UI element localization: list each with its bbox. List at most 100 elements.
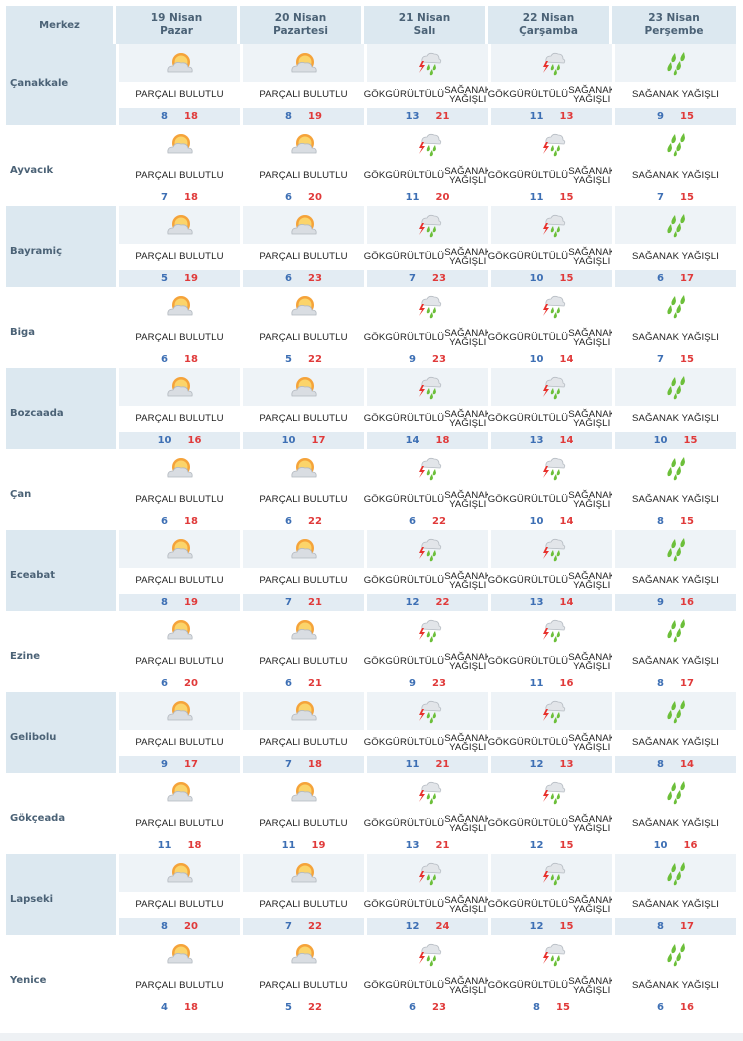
temp-max: 19 — [311, 840, 326, 851]
temp-min: 10 — [653, 435, 668, 446]
sun-behind-cloud-icon — [119, 692, 240, 730]
sun-behind-cloud-icon — [119, 206, 240, 244]
city-name: Eceabat — [6, 530, 116, 611]
condition-line: GÖKGÜRÜLTÜLÜ — [363, 170, 445, 182]
day-date: 21 Nisan — [398, 12, 451, 24]
temp-max: 18 — [187, 840, 202, 851]
condition-text: PARÇALI BULUTLU — [119, 244, 240, 270]
condition-text: GÖKGÜRÜLTÜLÜ SAĞANAK YAĞIŞLI — [363, 649, 491, 675]
day-date: 23 Nisan — [648, 12, 700, 24]
condition-text: SAĞANAK YAĞIŞLI — [615, 973, 736, 999]
temp-min: 9 — [161, 759, 169, 770]
temperature-range: 7 15 — [615, 351, 736, 368]
condition-line: GÖKGÜRÜLTÜLÜ — [363, 251, 445, 263]
temperature-range: 10 17 — [243, 432, 364, 449]
sun-behind-cloud-icon — [119, 449, 240, 487]
rain-drops-icon — [615, 530, 736, 568]
merkez-label: Merkez — [39, 19, 80, 31]
condition-line: PARÇALI BULUTLU — [259, 251, 348, 263]
condition-text: PARÇALI BULUTLU — [243, 82, 364, 108]
table-row: Gökçeada PARÇALI BULUTLU 11 18 PARÇALI BUL… — [6, 773, 737, 854]
temp-min: 8 — [657, 759, 665, 770]
temp-min: 5 — [285, 1002, 293, 1013]
sun-behind-cloud-icon — [119, 287, 240, 325]
temp-min: 10 — [281, 435, 296, 446]
temp-max: 14 — [559, 597, 574, 608]
forecast-cell: GÖKGÜRÜLTÜLÜ SAĞANAK YAĞIŞLI 11 13 — [487, 44, 615, 125]
temp-max: 23 — [432, 678, 446, 689]
condition-line: PARÇALI BULUTLU — [259, 413, 348, 425]
temperature-range: 8 15 — [615, 513, 736, 530]
condition-line: SAĞANAK YAĞIŞLI — [444, 84, 492, 105]
temp-max: 13 — [559, 759, 574, 770]
thunder-rain-icon — [491, 287, 612, 325]
temp-min: 11 — [405, 759, 420, 770]
temperature-range: 6 23 — [243, 270, 364, 287]
temp-max: 14 — [680, 759, 694, 770]
temperature-range: 8 14 — [615, 756, 736, 773]
condition-line: GÖKGÜRÜLTÜLÜ — [487, 980, 569, 992]
temp-max: 20 — [184, 921, 198, 932]
temperature-range: 6 18 — [119, 513, 240, 530]
condition-text: GÖKGÜRÜLTÜLÜ SAĞANAK YAĞIŞLI — [488, 649, 615, 675]
condition-line: PARÇALI BULUTLU — [135, 332, 224, 344]
temp-min: 7 — [285, 597, 293, 608]
condition-text: GÖKGÜRÜLTÜLÜ SAĞANAK YAĞIŞLI — [364, 406, 491, 432]
day-weekday: Pazar — [160, 25, 193, 37]
condition-line: PARÇALI BULUTLU — [259, 170, 348, 182]
temperature-range: 11 21 — [367, 756, 488, 773]
temperature-range: 14 18 — [367, 432, 488, 449]
temperature-range: 6 20 — [243, 189, 364, 206]
temp-max: 14 — [559, 516, 574, 527]
temp-max: 15 — [680, 516, 694, 527]
forecast-cell: PARÇALI BULUTLU 6 20 — [116, 611, 240, 692]
day-header: 21 Nisan Salı — [364, 6, 488, 44]
forecast-cell: PARÇALI BULUTLU 6 18 — [116, 287, 240, 368]
thunder-rain-icon — [491, 368, 612, 406]
temp-min: 14 — [405, 435, 420, 446]
temperature-range: 12 15 — [491, 918, 612, 935]
condition-text: SAĞANAK YAĞIŞLI — [615, 406, 736, 432]
condition-text: GÖKGÜRÜLTÜLÜ SAĞANAK YAĞIŞLI — [364, 892, 491, 918]
thunder-rain-icon — [367, 44, 488, 82]
temperature-range: 11 18 — [119, 837, 240, 854]
thunder-rain-icon — [367, 935, 488, 973]
temperature-range: 8 20 — [119, 918, 240, 935]
thunder-rain-icon — [491, 530, 612, 568]
condition-line: GÖKGÜRÜLTÜLÜ — [363, 656, 445, 668]
temp-max: 22 — [432, 516, 446, 527]
forecast-cell: PARÇALI BULUTLU 8 19 — [240, 44, 364, 125]
condition-line: PARÇALI BULUTLU — [135, 494, 224, 506]
temp-min: 9 — [657, 597, 665, 608]
temp-min: 9 — [409, 354, 417, 365]
rain-drops-icon — [615, 44, 736, 82]
thunder-rain-icon — [367, 773, 488, 811]
forecast-cell: PARÇALI BULUTLU 7 18 — [240, 692, 364, 773]
temp-min: 13 — [529, 597, 544, 608]
temp-min: 12 — [529, 840, 544, 851]
sun-behind-cloud-icon — [243, 935, 364, 973]
forecast-cell: GÖKGÜRÜLTÜLÜ SAĞANAK YAĞIŞLI 13 14 — [488, 530, 615, 611]
condition-line: SAĞANAK YAĞIŞLI — [444, 165, 492, 186]
temp-max: 20 — [308, 192, 322, 203]
day-date: 22 Nisan — [522, 12, 575, 24]
temp-max: 23 — [308, 273, 322, 284]
condition-line: GÖKGÜRÜLTÜLÜ — [487, 899, 569, 911]
condition-text: PARÇALI BULUTLU — [119, 163, 240, 189]
city-name: Gökçeada — [10, 813, 66, 824]
condition-text: PARÇALI BULUTLU — [243, 487, 364, 513]
forecast-cell: GÖKGÜRÜLTÜLÜ SAĞANAK YAĞIŞLI 11 15 — [488, 125, 615, 206]
sun-behind-cloud-icon — [119, 368, 240, 406]
condition-text: SAĞANAK YAĞIŞLI — [615, 892, 736, 918]
forecast-cell: PARÇALI BULUTLU 9 17 — [116, 692, 240, 773]
forecast-cell: GÖKGÜRÜLTÜLÜ SAĞANAK YAĞIŞLI 11 20 — [363, 125, 492, 206]
sun-behind-cloud-icon — [243, 773, 364, 811]
sun-behind-cloud-icon — [243, 692, 364, 730]
temp-min: 8 — [657, 921, 665, 932]
condition-text: PARÇALI BULUTLU — [119, 973, 240, 999]
condition-line: GÖKGÜRÜLTÜLÜ — [487, 89, 569, 101]
condition-line: PARÇALI BULUTLU — [259, 575, 348, 587]
table-row: Gelibolu PARÇALI BULUTLU 9 17 PARÇALI BULU… — [6, 692, 737, 773]
temperature-range: 11 16 — [491, 675, 612, 692]
rain-drops-icon — [615, 611, 736, 649]
